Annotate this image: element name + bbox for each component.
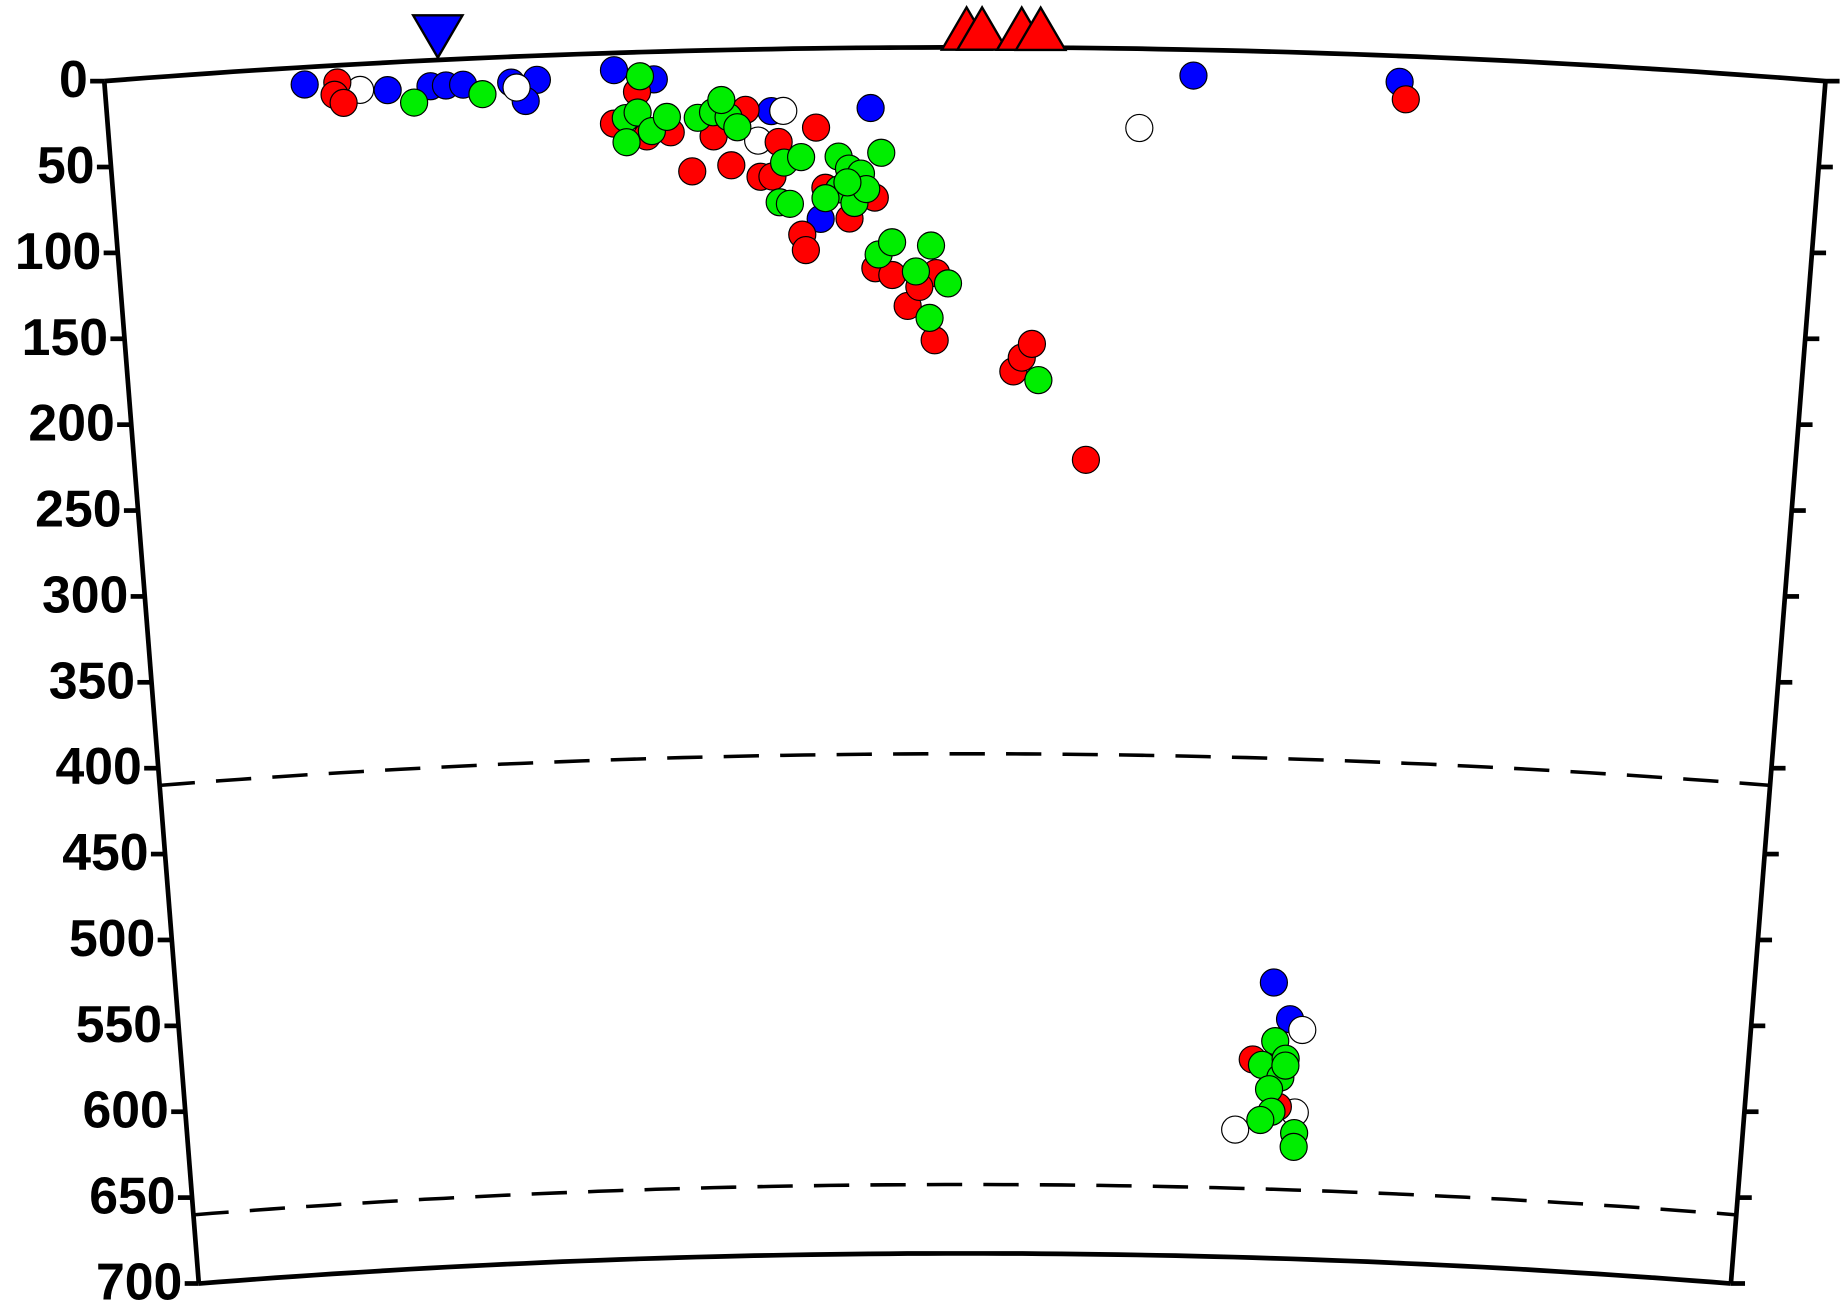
event-point <box>468 80 497 109</box>
event-point <box>1024 366 1053 395</box>
event-point <box>1221 1115 1250 1144</box>
y-tick-label: 400 <box>55 737 141 795</box>
event-point <box>801 113 831 142</box>
event-point <box>1125 113 1154 143</box>
event-point <box>1288 1015 1317 1045</box>
event-point <box>1179 61 1208 90</box>
event-point <box>612 128 641 157</box>
event-point <box>791 235 821 265</box>
event-point <box>723 113 752 142</box>
event-point <box>877 228 907 257</box>
event-point <box>1246 1105 1275 1135</box>
event-point <box>1279 1132 1308 1162</box>
event-point <box>1271 1051 1300 1080</box>
event-point <box>678 157 707 186</box>
event-point <box>1391 85 1420 114</box>
y-tick-label: 50 <box>37 136 95 194</box>
event-point <box>833 168 862 197</box>
discontinuity-line <box>159 752 1771 788</box>
event-point <box>599 56 629 85</box>
event-point <box>933 269 963 298</box>
y-tick-label: 600 <box>82 1081 168 1139</box>
y-tick-label: 450 <box>62 823 148 881</box>
event-point <box>399 88 429 117</box>
event-point <box>707 85 736 115</box>
event-point <box>625 62 655 91</box>
surface-marker <box>1013 5 1068 52</box>
event-point <box>786 143 816 172</box>
event-point <box>811 184 840 213</box>
event-point <box>867 138 896 167</box>
event-point <box>775 189 805 218</box>
event-point <box>916 231 946 260</box>
event-point <box>717 151 746 180</box>
event-point <box>915 303 944 333</box>
event-point <box>769 96 798 126</box>
event-point <box>901 257 931 286</box>
y-tick-label: 0 <box>59 50 88 108</box>
event-point <box>856 93 885 123</box>
y-tick-label: 250 <box>35 480 121 538</box>
y-tick-label: 500 <box>69 909 155 967</box>
y-tick-label: 200 <box>28 394 114 452</box>
section-bottom <box>198 1251 1732 1286</box>
surface-marker <box>955 5 1009 51</box>
event-point <box>290 70 319 99</box>
y-tick-label: 100 <box>15 222 101 280</box>
surface-marker <box>411 14 465 60</box>
event-point <box>502 73 531 102</box>
y-tick-label: 550 <box>76 995 162 1053</box>
y-tick-label: 300 <box>42 565 128 623</box>
event-point <box>1017 329 1047 359</box>
event-point <box>652 102 682 132</box>
y-tick-label: 650 <box>89 1167 175 1225</box>
event-point <box>329 88 358 118</box>
event-point <box>373 76 402 105</box>
y-tick-label: 700 <box>96 1253 182 1309</box>
y-tick-label: 150 <box>22 308 108 366</box>
event-point <box>1259 968 1289 997</box>
event-point <box>1071 445 1101 474</box>
y-tick-label: 350 <box>49 651 135 709</box>
section-edge <box>101 80 202 1284</box>
discontinuity-line <box>193 1182 1737 1217</box>
